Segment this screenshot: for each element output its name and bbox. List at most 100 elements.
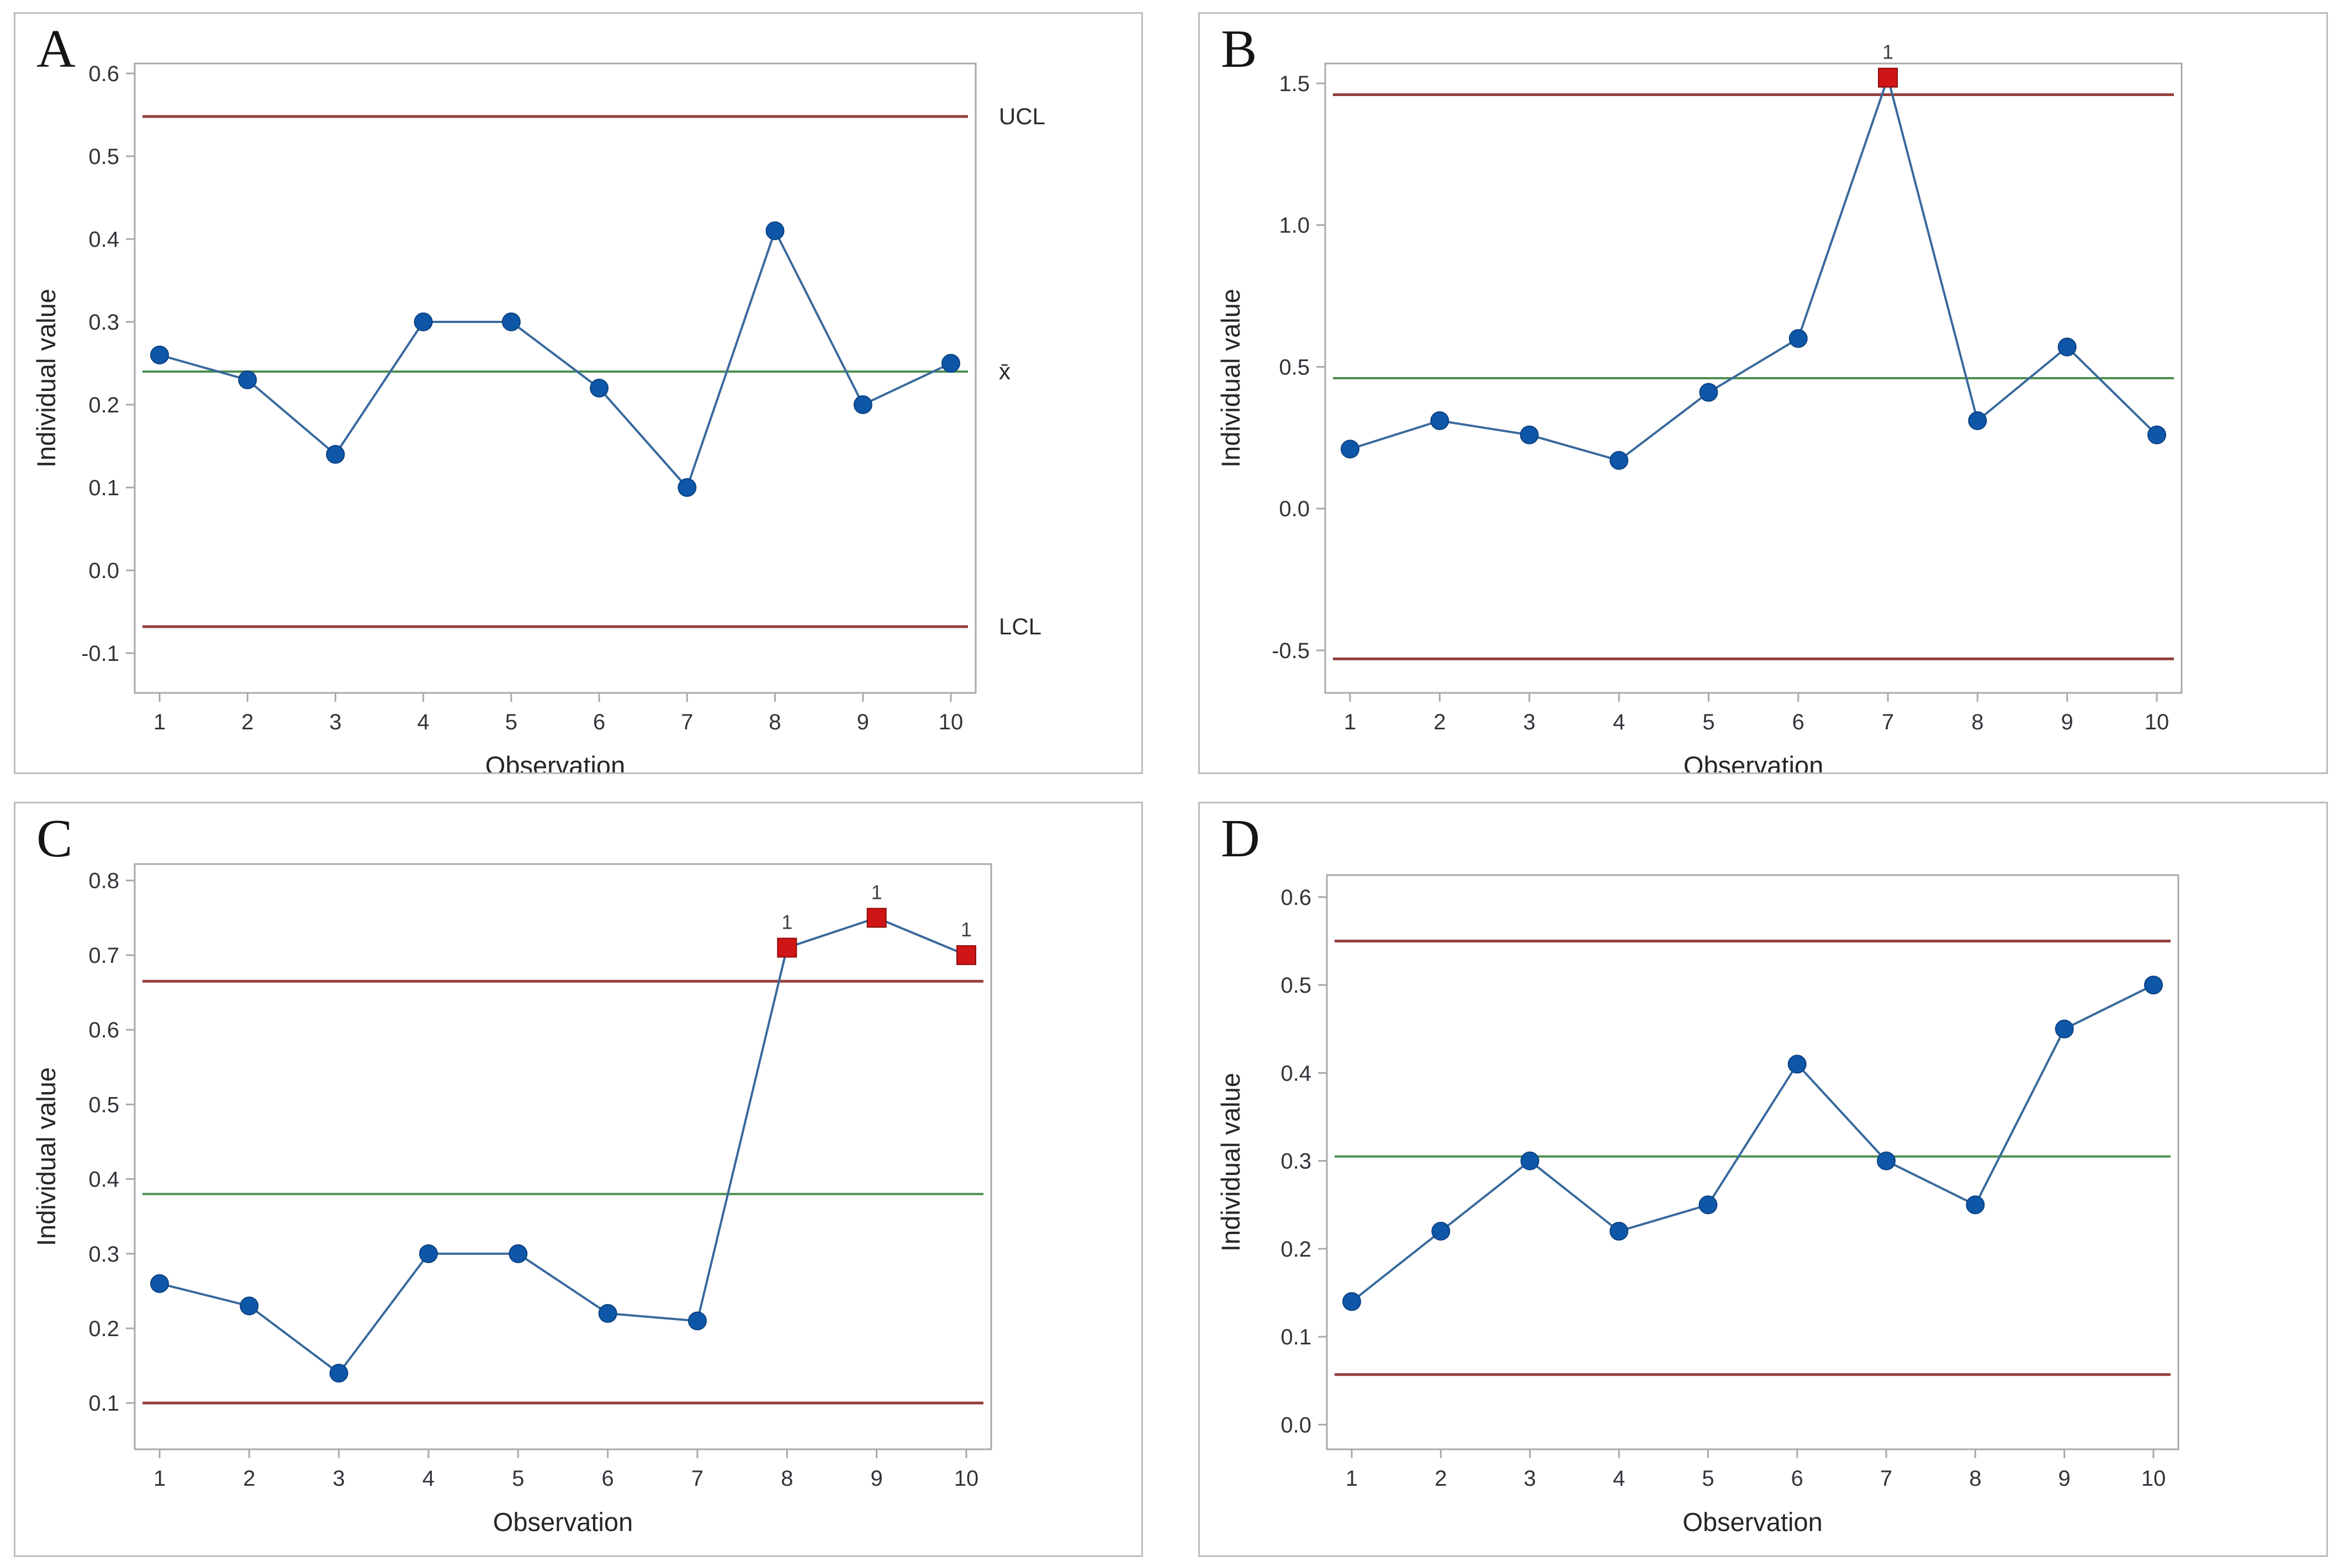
x-tick-label: 2	[1433, 710, 1446, 734]
x-tick-label: 1	[154, 1466, 166, 1491]
x-tick-label: 10	[954, 1466, 979, 1491]
x-tick-label: 5	[512, 1466, 524, 1491]
out-of-control-flag: 1	[781, 910, 792, 933]
x-tick-label: 7	[691, 1466, 703, 1491]
data-point	[1698, 1195, 1718, 1215]
x-tick-label: 6	[1792, 710, 1804, 734]
data-point	[1610, 451, 1628, 470]
data-point	[1610, 1222, 1628, 1241]
control-chart-b: 1.5 1.0 0.5 0.0 -0.5 1 2 3 4 5 6 7 8 9 10 Observation In…	[1216, 41, 2183, 772]
x-tick-label: 9	[2058, 1466, 2071, 1491]
x-tick-label: 2	[241, 710, 253, 734]
x-axis-title: Observation	[1684, 751, 1823, 772]
data-point	[238, 370, 257, 389]
plot-frame	[134, 62, 977, 694]
x-tick-label: 7	[1880, 1466, 1892, 1491]
y-tick-label: 0.0	[88, 559, 119, 583]
data-point	[1787, 1055, 1807, 1074]
x-tick-label: 3	[1524, 1466, 1536, 1491]
x-tick-label: 3	[329, 710, 341, 734]
x-tick-label: 4	[1613, 710, 1625, 734]
y-tick-label: 1.0	[1279, 214, 1310, 238]
y-axis-title: Individual value	[31, 1067, 61, 1246]
panel-c-letter: C	[36, 809, 73, 868]
y-tick-label: 0.4	[1280, 1061, 1311, 1085]
y-tick-label: 0.6	[1280, 886, 1311, 910]
y-tick-label: 0.3	[88, 1242, 119, 1267]
y-axis-title: Individual value	[1216, 1073, 1245, 1252]
center-line-label: x̄	[999, 358, 1010, 384]
y-tick-label: 0.3	[88, 310, 119, 335]
data-point	[419, 1244, 438, 1263]
panel-a: A 0.6 0.5 0.4 0.3 0.2 0.1 0.0 -0.1 1 2 3 4 5 6 7 8 9 10 Ob…	[14, 12, 1143, 774]
out-of-control-flag: 1	[1882, 41, 1893, 63]
data-point	[2147, 425, 2166, 444]
x-tick-label: 1	[1344, 710, 1356, 734]
plot-frame	[1324, 62, 2183, 694]
data-point	[1341, 439, 1359, 459]
x-tick-label: 10	[2145, 710, 2169, 734]
data-point	[509, 1244, 528, 1263]
x-tick-label: 2	[1435, 1466, 1447, 1491]
x-tick-label: 1	[154, 710, 166, 734]
y-tick-label: 0.0	[1279, 497, 1310, 521]
data-point	[1968, 411, 1987, 431]
y-tick-label: 0.2	[88, 1317, 119, 1341]
data-point	[1788, 329, 1808, 348]
panel-c: C 0.8 0.7 0.6 0.5 0.4 0.3 0.2 0.1 1 2 3 4 5 6 7 8 9 10 Obs…	[14, 802, 1143, 1557]
x-tick-label: 9	[2061, 710, 2073, 734]
x-tick-label: 9	[857, 710, 869, 734]
y-tick-label: 0.6	[88, 62, 119, 86]
x-tick-label: 3	[333, 1466, 345, 1491]
y-tick-label: 1.5	[1279, 72, 1310, 96]
data-point	[1431, 1222, 1451, 1241]
x-tick-label: 5	[505, 710, 517, 734]
data-line	[1351, 984, 2154, 1303]
x-tick-label: 6	[602, 1466, 614, 1491]
x-tick-label: 4	[417, 710, 430, 734]
out-of-control-point	[1878, 67, 1898, 88]
y-tick-label: 0.1	[1280, 1325, 1311, 1349]
x-tick-label: 4	[422, 1466, 435, 1491]
y-tick-label: -0.1	[81, 642, 119, 666]
y-tick-label: 0.0	[1280, 1413, 1311, 1437]
data-point	[2055, 1019, 2074, 1039]
out-of-control-point	[777, 937, 797, 958]
x-tick-label: 8	[1969, 1466, 1981, 1491]
data-line	[159, 230, 951, 489]
control-chart-d: 0.6 0.5 0.4 0.3 0.2 0.1 0.0 1 2 3 4 5 6 7 8 9 10 Observat…	[1216, 874, 2179, 1537]
y-tick-label: 0.6	[88, 1018, 119, 1042]
y-tick-label: 0.5	[1280, 973, 1311, 998]
data-point	[329, 1364, 348, 1383]
x-tick-label: 5	[1702, 1466, 1714, 1491]
data-point	[1520, 425, 1539, 444]
data-point	[150, 346, 169, 364]
x-tick-label: 8	[1971, 710, 1983, 734]
y-tick-label: 0.4	[88, 227, 119, 252]
y-tick-label: -0.5	[1272, 639, 1310, 663]
y-axis-title: Individual value	[1216, 289, 1245, 468]
data-point	[1342, 1292, 1361, 1311]
y-tick-label: 0.4	[88, 1168, 119, 1192]
x-tick-label: 1	[1346, 1466, 1358, 1491]
out-of-control-point	[866, 908, 887, 928]
data-point	[941, 354, 960, 373]
out-of-control-flag: 1	[871, 881, 882, 903]
data-point	[688, 1311, 707, 1331]
x-tick-label: 9	[871, 1466, 883, 1491]
data-point	[2057, 337, 2077, 357]
panel-a-letter: A	[36, 19, 76, 79]
plot-frame	[1326, 874, 2179, 1450]
x-axis-title: Observation	[485, 751, 625, 772]
y-tick-label: 0.2	[88, 393, 119, 417]
y-tick-label: 0.1	[88, 1391, 119, 1416]
data-point	[1699, 383, 1718, 402]
x-tick-label: 10	[939, 710, 964, 734]
x-tick-label: 7	[681, 710, 693, 734]
control-chart-c: 0.8 0.7 0.6 0.5 0.4 0.3 0.2 0.1 1 2 3 4 5 6 7 8 9 10 Obser…	[31, 863, 992, 1537]
data-point	[765, 221, 785, 240]
lcl-label: LCL	[999, 613, 1041, 639]
data-point	[598, 1304, 617, 1323]
panel-d-letter: D	[1221, 809, 1260, 868]
